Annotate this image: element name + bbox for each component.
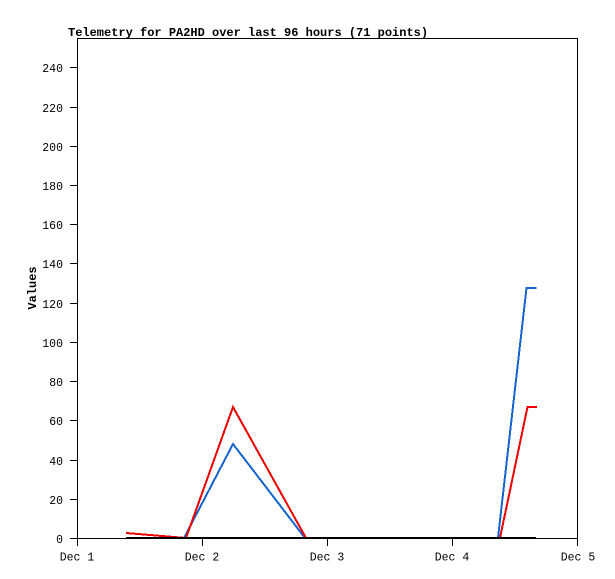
- svg-text:Dec 5: Dec 5: [561, 552, 596, 565]
- svg-text:60: 60: [49, 416, 63, 429]
- svg-text:240: 240: [42, 63, 63, 76]
- svg-text:Dec 1: Dec 1: [60, 552, 95, 565]
- svg-text:Dec 4: Dec 4: [435, 552, 470, 565]
- svg-text:Dec 2: Dec 2: [185, 552, 220, 565]
- svg-text:180: 180: [42, 181, 63, 194]
- svg-text:100: 100: [42, 338, 63, 351]
- svg-text:120: 120: [42, 299, 63, 312]
- svg-text:140: 140: [42, 259, 63, 272]
- svg-text:200: 200: [42, 142, 63, 155]
- svg-text:Telemetry for PA2HD over last: Telemetry for PA2HD over last 96 hours (…: [68, 26, 428, 40]
- svg-text:Values: Values: [26, 266, 40, 309]
- svg-text:160: 160: [42, 220, 63, 233]
- svg-text:20: 20: [49, 495, 63, 508]
- svg-text:Dec 3: Dec 3: [310, 552, 345, 565]
- svg-text:80: 80: [49, 377, 63, 390]
- svg-text:40: 40: [49, 456, 63, 469]
- svg-text:220: 220: [42, 103, 63, 116]
- svg-text:0: 0: [56, 534, 63, 547]
